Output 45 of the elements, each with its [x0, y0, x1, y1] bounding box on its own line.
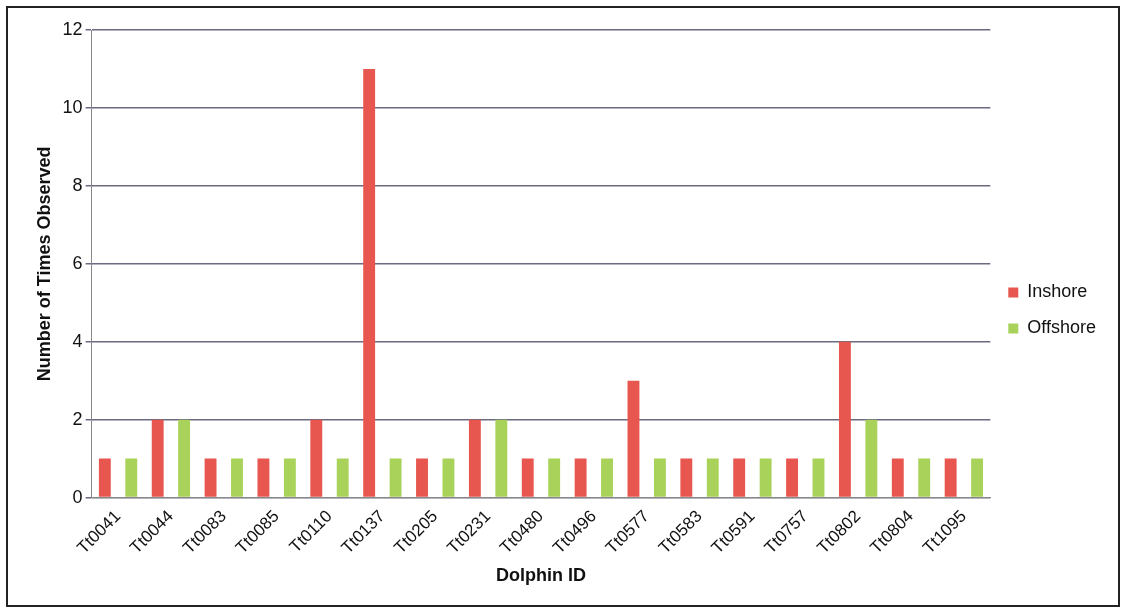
- y-tick-label: 6: [72, 252, 83, 273]
- bar: [204, 458, 217, 497]
- bar: [151, 419, 164, 497]
- bar: [257, 458, 270, 497]
- bar: [495, 419, 508, 497]
- bar: [468, 419, 481, 497]
- bar: [706, 458, 719, 497]
- bar: [918, 458, 931, 497]
- bar: [416, 458, 428, 497]
- y-tick-label: 8: [72, 174, 83, 195]
- bar: [680, 458, 693, 497]
- y-axis-title: Number of Times Observed: [33, 146, 54, 382]
- bar: [759, 458, 772, 497]
- bar: [98, 458, 111, 497]
- bar: [891, 458, 904, 497]
- bar: [363, 68, 376, 497]
- bar: [389, 458, 402, 497]
- y-tick-label: 2: [72, 408, 83, 429]
- y-tick-label: 4: [72, 330, 83, 351]
- y-tick-label: 10: [62, 96, 83, 117]
- bar: [944, 458, 957, 497]
- bar: [653, 458, 666, 497]
- bar: [283, 458, 296, 497]
- bar: [125, 458, 138, 497]
- y-tick-label: 12: [62, 18, 83, 39]
- bar: [812, 458, 825, 497]
- bar: [786, 458, 799, 497]
- bar: [733, 458, 746, 497]
- bar: [310, 419, 323, 497]
- legend-label: Inshore: [1027, 281, 1088, 302]
- bar: [865, 419, 878, 497]
- bar: [336, 458, 349, 497]
- legend-label: Offshore: [1027, 317, 1097, 338]
- x-axis-title: Dolphin ID: [495, 565, 586, 586]
- bar: [548, 458, 561, 497]
- bar: [442, 458, 455, 497]
- y-tick-label: 0: [72, 486, 83, 507]
- bar: [178, 419, 191, 497]
- bar: [231, 458, 243, 497]
- bar: [574, 458, 587, 497]
- bar: [971, 458, 984, 497]
- bar: [521, 458, 534, 497]
- bar: [601, 458, 613, 497]
- bar: [838, 341, 851, 497]
- bar: [627, 380, 640, 497]
